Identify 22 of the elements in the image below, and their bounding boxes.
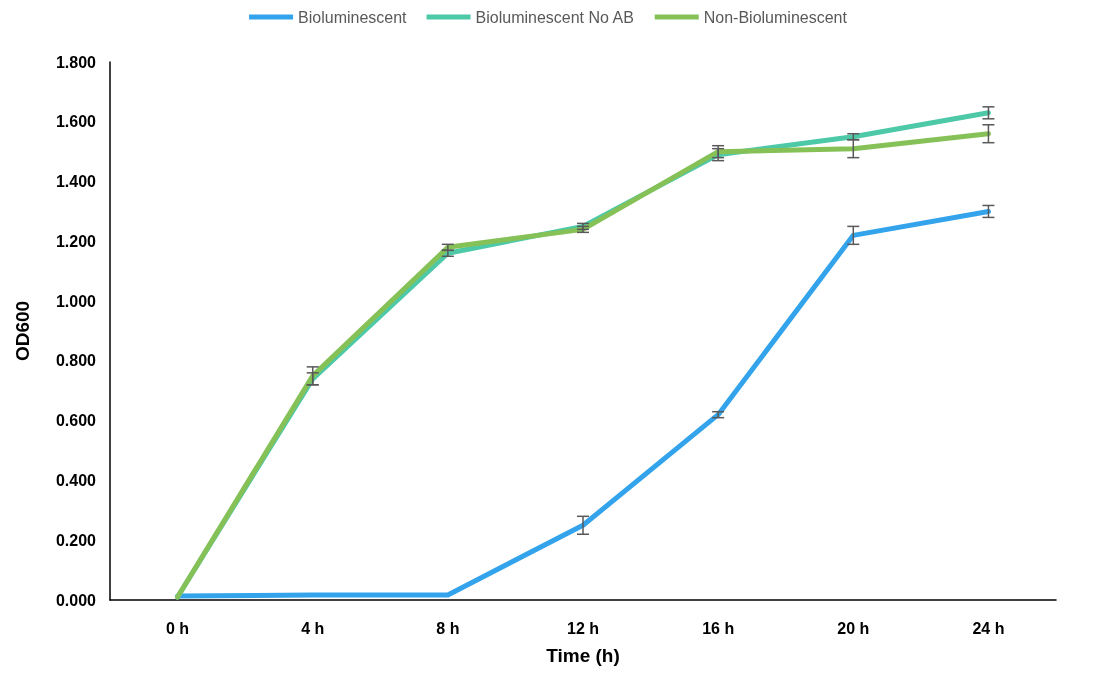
y-tick-label: 1.200 <box>55 232 97 250</box>
y-axis-title: OD600 <box>12 300 33 362</box>
x-axis-title: Time (h) <box>546 645 620 666</box>
y-tick-label: 0.600 <box>55 412 97 430</box>
y-tick-label: 1.400 <box>55 173 97 191</box>
x-tick-label: 0 h <box>166 619 190 637</box>
y-tick-label: 0.200 <box>55 531 97 549</box>
y-tick-label: 0.000 <box>55 591 97 609</box>
x-tick-label: 20 h <box>837 619 870 637</box>
x-tick-label: 8 h <box>436 619 460 637</box>
x-tick-label: 12 h <box>566 619 600 637</box>
legend-label: Non-Bioluminescent <box>703 8 848 26</box>
x-tick-label: 24 h <box>972 619 1005 637</box>
y-tick-label: 1.600 <box>55 113 97 131</box>
y-tick-label: 0.800 <box>55 352 97 370</box>
x-tick-label: 16 h <box>702 619 735 637</box>
x-tick-label: 4 h <box>301 619 325 637</box>
legend-label: Bioluminescent <box>298 8 408 26</box>
legend-label: Bioluminescent No AB <box>475 8 634 26</box>
y-tick-label: 1.800 <box>55 53 97 71</box>
y-tick-label: 1.000 <box>55 292 97 310</box>
y-tick-label: 0.400 <box>55 471 97 489</box>
